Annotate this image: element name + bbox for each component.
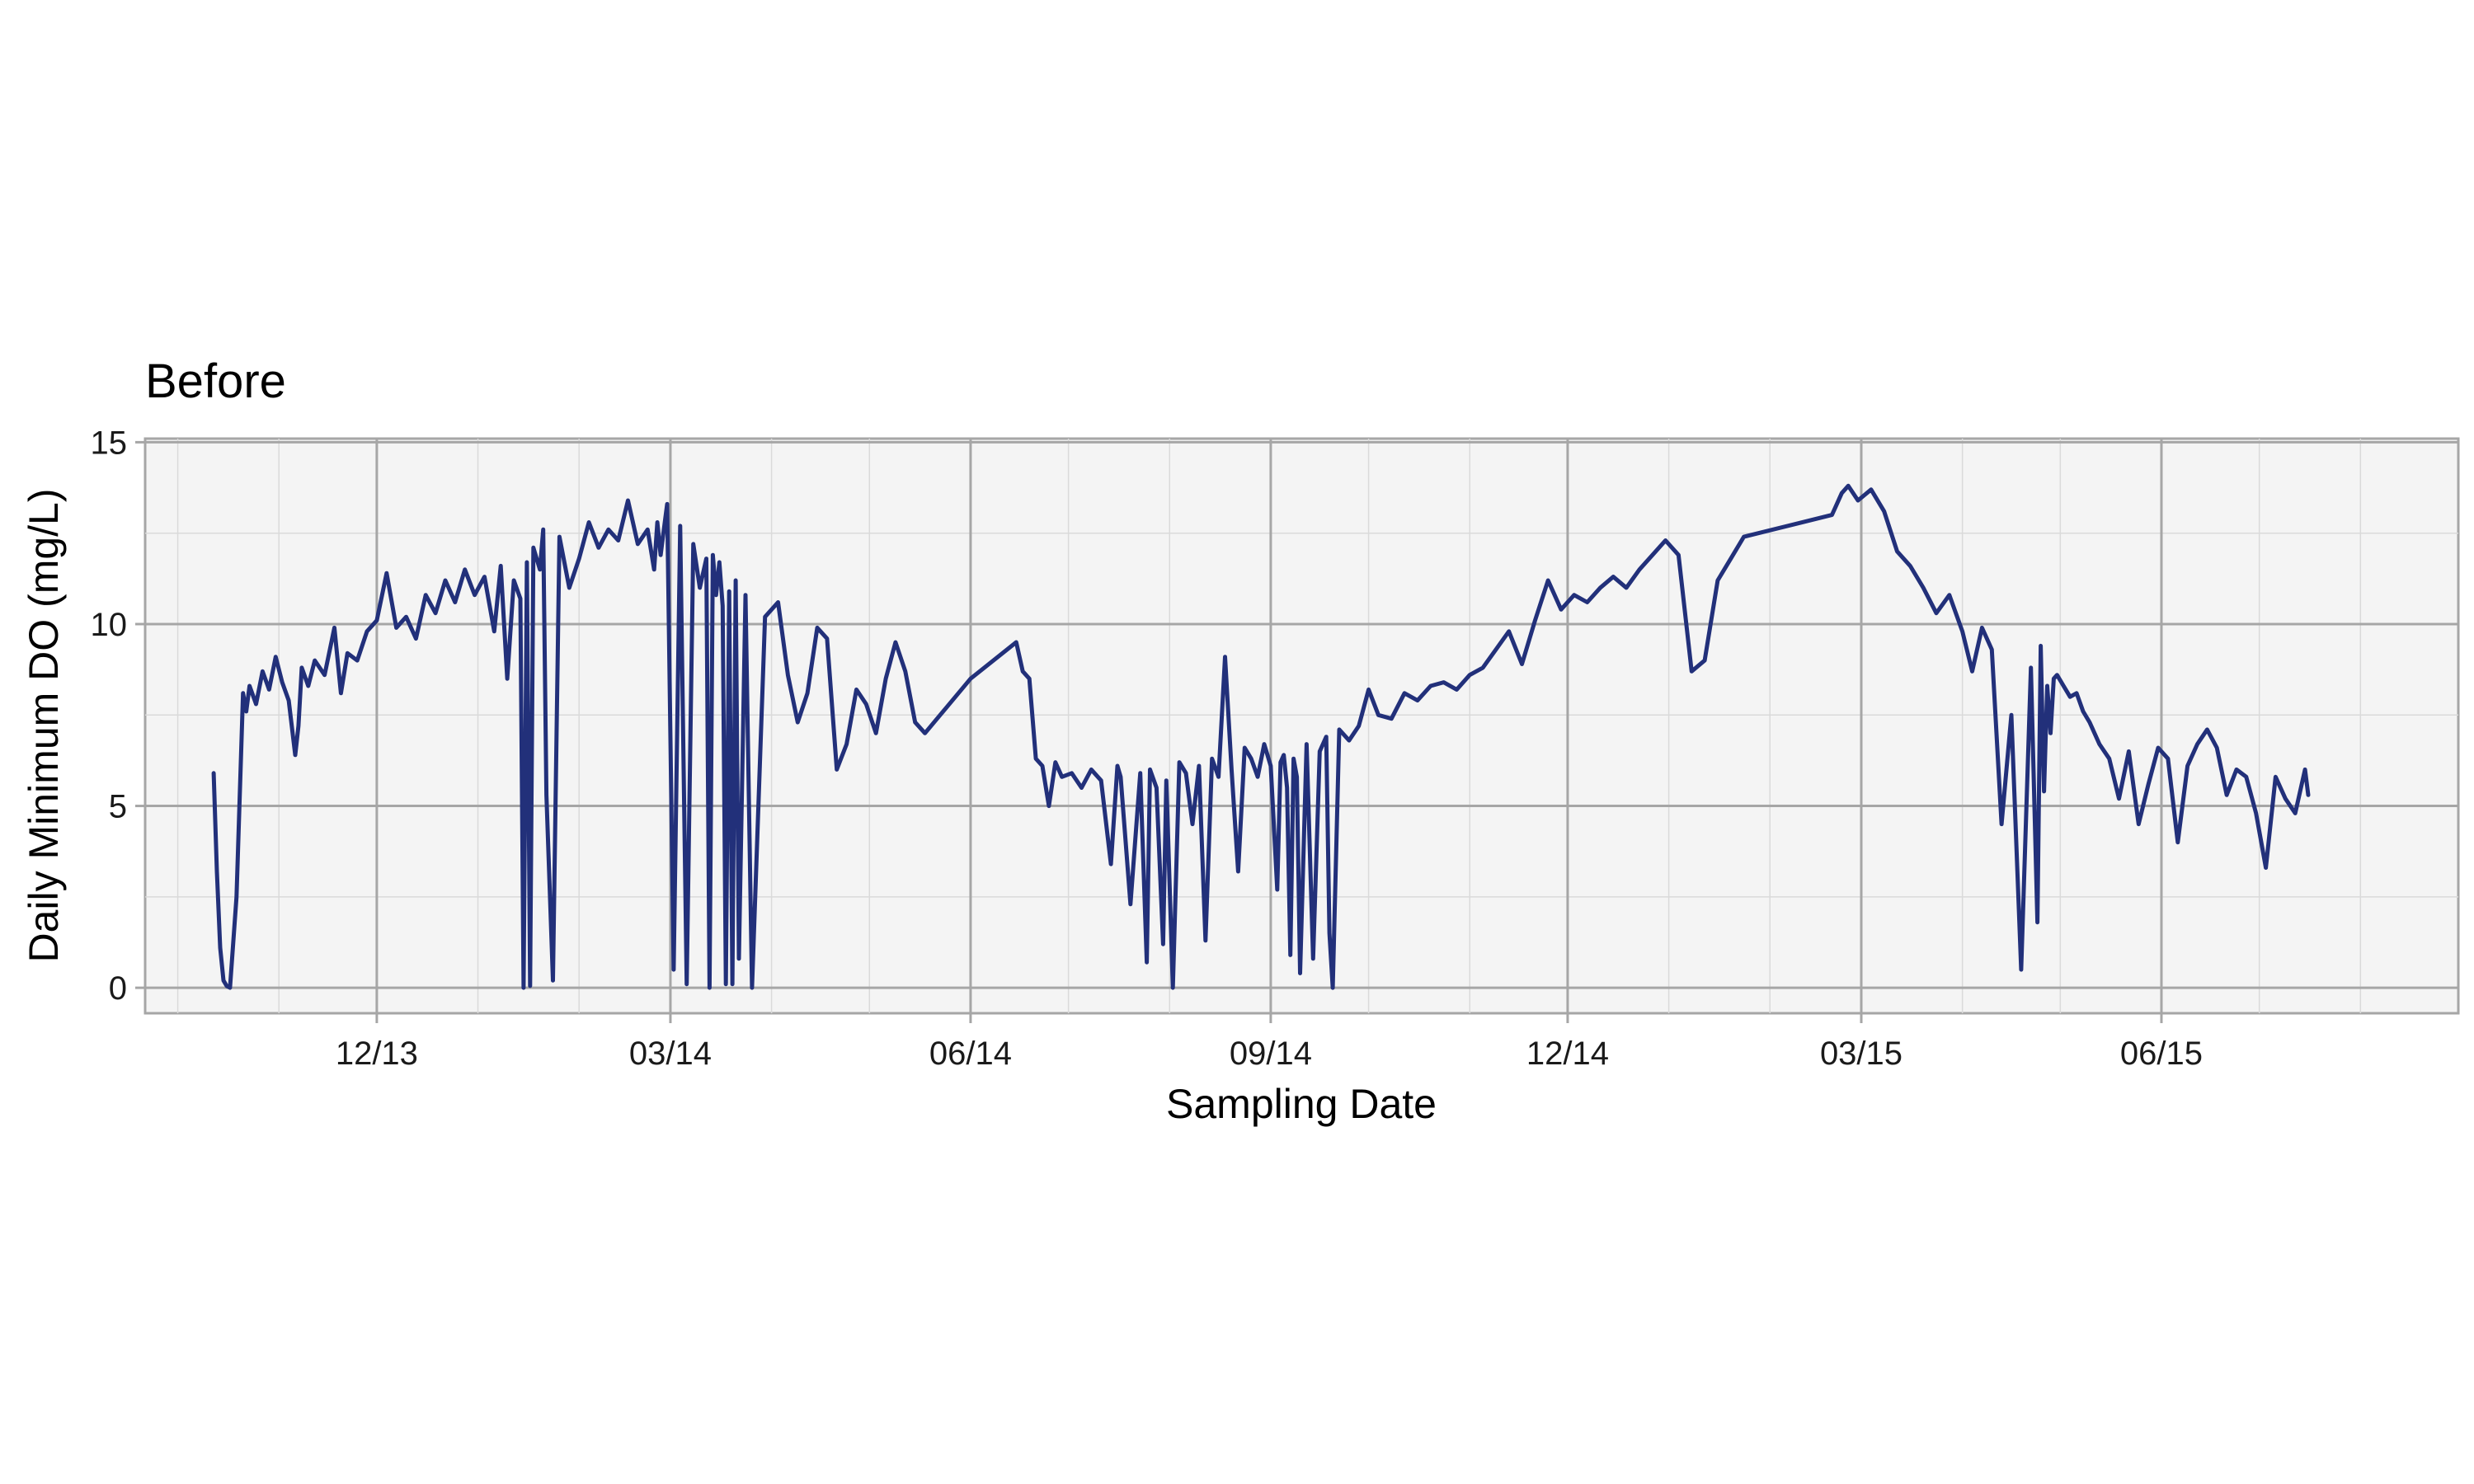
y-tick-label: 10 bbox=[91, 607, 128, 643]
y-tick-label: 5 bbox=[109, 789, 127, 825]
x-tick-labels: 12/13 03/14 06/14 09/14 12/14 03/15 06/15 bbox=[336, 1036, 2203, 1072]
x-tick-label: 12/14 bbox=[1526, 1036, 1609, 1072]
y-tick-label: 15 bbox=[91, 425, 128, 461]
do-series-line bbox=[211, 483, 2311, 990]
x-axis-title: Sampling Date bbox=[1166, 1081, 1437, 1127]
x-tick-label: 03/15 bbox=[1820, 1036, 1903, 1072]
x-tick-label: 09/14 bbox=[1230, 1036, 1312, 1072]
x-tick-label: 03/14 bbox=[629, 1036, 712, 1072]
y-axis-title: Daily Minimum DO (mg/L) bbox=[21, 488, 67, 962]
x-tick-label: 12/13 bbox=[336, 1036, 418, 1072]
x-tick-label: 06/14 bbox=[929, 1036, 1012, 1072]
y-tick-labels: 0 5 10 15 bbox=[91, 425, 128, 1007]
y-tick-label: 0 bbox=[109, 970, 127, 1007]
x-tick-label: 06/15 bbox=[2120, 1036, 2203, 1072]
axis-ticks bbox=[135, 440, 2163, 1023]
chart-title: Before bbox=[145, 355, 286, 408]
